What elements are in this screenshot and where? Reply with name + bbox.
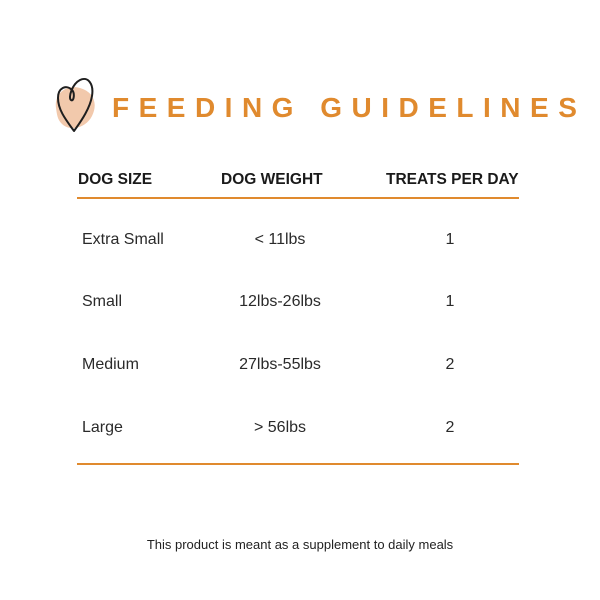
- footnote: This product is meant as a supplement to…: [146, 537, 454, 552]
- page-title: FEEDING GUIDELINES: [112, 92, 587, 123]
- cell-treats: 1: [445, 293, 455, 310]
- cell-size: Extra Small: [82, 231, 164, 248]
- cell-treats: 2: [445, 419, 455, 436]
- cell-size: Large: [82, 419, 123, 436]
- header-dog-weight: DOG WEIGHT: [221, 171, 323, 188]
- header-dog-size: DOG SIZE: [78, 171, 153, 188]
- cell-size: Medium: [82, 356, 139, 373]
- header-divider: [77, 197, 519, 199]
- footer-divider: [77, 463, 519, 465]
- cell-treats: 1: [445, 231, 455, 248]
- cell-weight: 27lbs-55lbs: [239, 356, 321, 373]
- cell-weight: > 56lbs: [253, 419, 307, 436]
- cell-weight: 12lbs-26lbs: [239, 293, 321, 310]
- cell-treats: 2: [445, 356, 455, 373]
- cell-size: Small: [82, 293, 123, 310]
- header-treats-per-day: TREATS PER DAY: [386, 171, 519, 188]
- heart-icon: [55, 78, 95, 132]
- cell-weight: < 11lbs: [254, 231, 306, 248]
